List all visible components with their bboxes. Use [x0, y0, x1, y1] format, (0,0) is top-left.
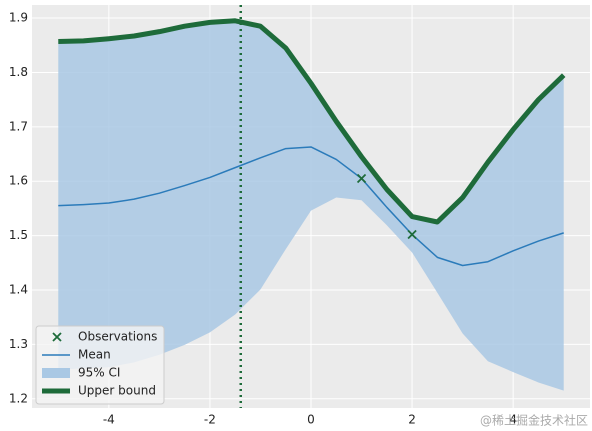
y-tick-label: 1.2 [9, 391, 28, 405]
legend-label: Mean [78, 348, 111, 362]
upper-bound-line [58, 18, 566, 225]
y-tick-label: 1.5 [9, 228, 28, 242]
legend-label: Observations [78, 330, 157, 344]
legend-box [35, 325, 165, 405]
observation [356, 173, 367, 184]
legend-key [42, 368, 70, 378]
legend-label: 95% CI [78, 366, 120, 380]
x-tick-label: -4 [103, 413, 115, 427]
y-tick-label: 1.9 [9, 11, 28, 25]
mean-line [58, 146, 564, 267]
x-tick-label: 2 [408, 413, 416, 427]
x-tick-label: -2 [204, 413, 216, 427]
legend-key [52, 332, 62, 342]
confidence-band [58, 20, 564, 391]
legend-label: Upper bound [78, 384, 156, 398]
y-tick-label: 1.4 [9, 282, 28, 296]
x-tick-label: 4 [509, 413, 517, 427]
watermark: @稀土掘金技术社区 [480, 413, 588, 428]
x-tick-label: 0 [307, 413, 315, 427]
observation [407, 229, 417, 240]
y-tick-label: 1.8 [9, 65, 28, 79]
y-tick-label: 1.6 [9, 174, 28, 188]
y-tick-label: 1.3 [9, 337, 28, 351]
y-tick-label: 1.7 [9, 119, 28, 133]
